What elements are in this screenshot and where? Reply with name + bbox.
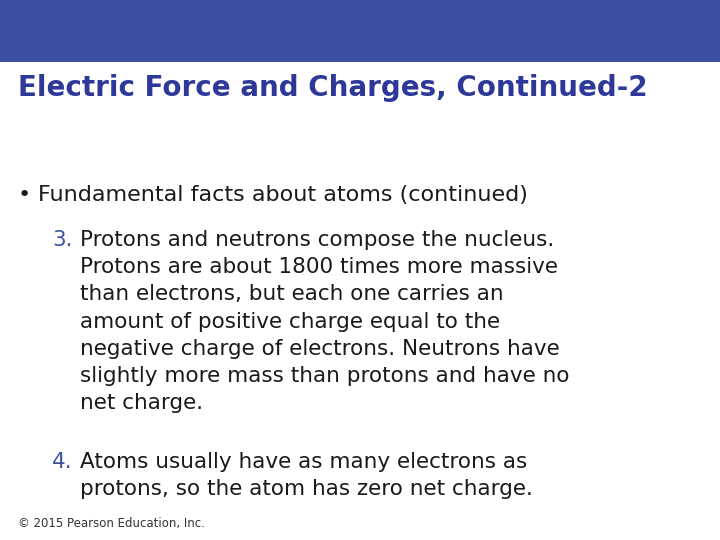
Text: Electric Force and Charges, Continued-2: Electric Force and Charges, Continued-2 [18,74,647,102]
Text: Atoms usually have as many electrons as
protons, so the atom has zero net charge: Atoms usually have as many electrons as … [80,452,533,499]
Text: © 2015 Pearson Education, Inc.: © 2015 Pearson Education, Inc. [18,517,205,530]
Text: 4.: 4. [52,452,73,472]
Text: 3.: 3. [52,230,73,250]
Bar [0,0,720,62]
Text: Fundamental facts about atoms (continued): Fundamental facts about atoms (continued… [38,185,528,205]
Text: •: • [18,185,31,205]
Text: Protons and neutrons compose the nucleus.
Protons are about 1800 times more mass: Protons and neutrons compose the nucleus… [80,230,570,413]
